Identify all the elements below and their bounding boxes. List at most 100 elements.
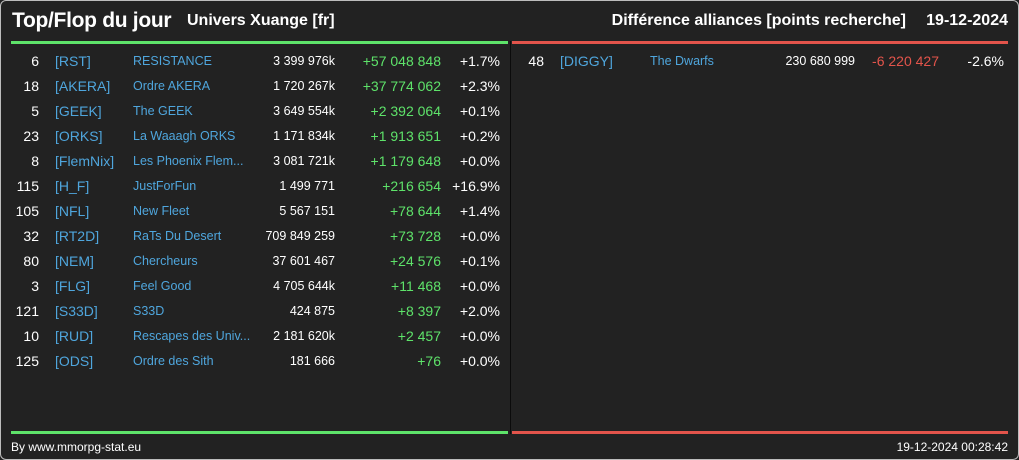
ranking-date: 19-12-2024 (926, 12, 1008, 29)
top-divider-bar (11, 41, 508, 44)
flop-divider-bar (512, 41, 1008, 44)
points-difference: +78 644 (390, 203, 441, 219)
top-alliance-row: 23 [ORKS] La Waaagh ORKS 1 171 834k +1 913 6… (1, 124, 510, 149)
alliance-rank: 32 (23, 228, 39, 244)
top-alliance-row: 6 [RST] RESISTANCE 3 399 976k +57 048 848 +1.… (1, 49, 510, 74)
top-alliance-row: 80 [NEM] Chercheurs 37 601 467 +24 576 +0.1% (1, 249, 510, 274)
alliance-name-link[interactable]: Ordre AKERA (133, 79, 211, 93)
alliance-points: 2 181 620k (273, 329, 335, 343)
percent-change: +1.4% (459, 203, 500, 219)
top-alliance-row: 32 [RT2D] RaTs Du Desert 709 849 259 +73 728… (1, 224, 510, 249)
alliance-points: 37 601 467 (272, 254, 335, 268)
alliance-tag-link[interactable]: [RUD] (55, 328, 94, 344)
alliance-name-link[interactable]: Ordre des Sith (133, 354, 214, 368)
top-alliance-row: 3 [FLG] Feel Good 4 705 644k +11 468 +0.0% (1, 274, 510, 299)
percent-change: +0.0% (459, 153, 500, 169)
alliance-tag-link[interactable]: [ODS] (55, 353, 94, 369)
alliance-rank: 105 (15, 203, 39, 219)
alliance-rank: 8 (31, 153, 39, 169)
percent-change: +0.0% (459, 328, 500, 344)
alliance-name-link[interactable]: JustForFun (133, 179, 197, 193)
top-alliance-row: 125 [ODS] Ordre des Sith 181 666 +76 +0.0% (1, 349, 510, 374)
points-difference: +76 (417, 353, 441, 369)
alliance-tag-link[interactable]: [NFL] (55, 203, 90, 219)
alliance-tag-link[interactable]: [NEM] (55, 253, 94, 269)
source-credit: By www.mmorpg-stat.eu (11, 440, 142, 454)
percent-change: +0.0% (459, 278, 500, 294)
alliance-tag-link[interactable]: [H_F] (55, 178, 90, 194)
alliance-points: 1 171 834k (273, 129, 335, 143)
alliance-name-link[interactable]: S33D (133, 304, 165, 318)
alliance-name-link[interactable]: Feel Good (133, 279, 192, 293)
points-difference: +1 913 651 (370, 128, 441, 144)
top-alliance-row: 121 [S33D] S33D 424 875 +8 397 +2.0% (1, 299, 510, 324)
top-alliance-row: 8 [FlemNix] Les Phoenix Flem... 3 081 721k +… (1, 149, 510, 174)
alliance-name-link[interactable]: Rescapes des Univ... (133, 329, 251, 343)
alliance-name-link[interactable]: The Dwarfs (650, 54, 714, 68)
alliance-name-link[interactable]: La Waaagh ORKS (133, 129, 236, 143)
alliance-name-link[interactable]: Chercheurs (133, 254, 198, 268)
points-difference: +1 179 648 (370, 153, 441, 169)
percent-change: +0.0% (459, 353, 500, 369)
top-gainers-panel: 6 [RST] RESISTANCE 3 399 976k +57 048 848 +1.… (1, 49, 510, 374)
alliance-rank: 10 (23, 328, 39, 344)
alliance-tag-link[interactable]: [FlemNix] (55, 153, 115, 169)
percent-change: +16.9% (452, 178, 500, 194)
top-alliance-row: 105 [NFL] New Fleet 5 567 151 +78 644 +1.4% (1, 199, 510, 224)
alliance-rank: 121 (15, 303, 39, 319)
points-difference: +2 392 064 (370, 103, 441, 119)
points-difference: +24 576 (390, 253, 441, 269)
alliance-tag-link[interactable]: [AKERA] (55, 78, 111, 94)
alliance-points: 3 081 721k (273, 154, 335, 168)
percent-change: +2.3% (459, 78, 500, 94)
alliance-tag-link[interactable]: [RT2D] (55, 228, 100, 244)
percent-change: +0.2% (459, 128, 500, 144)
points-difference: +8 397 (397, 303, 441, 319)
percent-change: -2.6% (967, 53, 1004, 69)
points-difference: +11 468 (391, 278, 441, 294)
alliance-rank: 115 (16, 178, 39, 194)
alliance-tag-link[interactable]: [S33D] (55, 303, 98, 319)
points-difference: -6 220 427 (872, 53, 939, 69)
percent-change: +2.0% (459, 303, 500, 319)
alliance-tag-link[interactable]: [RST] (55, 53, 91, 69)
top-alliance-row: 5 [GEEK] The GEEK 3 649 554k +2 392 064 +0.1% (1, 99, 510, 124)
alliance-points: 709 849 259 (265, 229, 335, 243)
percent-change: +0.1% (459, 253, 500, 269)
points-difference: +2 457 (397, 328, 441, 344)
top-alliance-row: 18 [AKERA] Ordre AKERA 1 720 267k +37 774 06… (1, 74, 510, 99)
alliance-rank: 18 (23, 78, 39, 94)
alliance-rank: 80 (23, 253, 39, 269)
alliance-name-link[interactable]: Les Phoenix Flem... (133, 154, 244, 168)
panel-separator (510, 41, 511, 434)
alliance-rank: 3 (31, 278, 39, 294)
generated-timestamp: 19-12-2024 00:28:42 (896, 440, 1008, 454)
alliance-rank: 48 (528, 53, 544, 69)
alliance-points: 230 680 999 (785, 54, 855, 68)
alliance-name-link[interactable]: The GEEK (133, 104, 193, 118)
alliance-points: 1 499 771 (279, 179, 335, 193)
alliance-tag-link[interactable]: [ORKS] (55, 128, 103, 144)
flop-alliance-row: 48 [DIGGY] The Dwarfs 230 680 999 -6 220 427… (512, 49, 1018, 74)
page-title: Top/Flop du jour (12, 9, 172, 32)
points-difference: +73 728 (390, 228, 441, 244)
alliance-tag-link[interactable]: [GEEK] (55, 103, 102, 119)
alliance-name-link[interactable]: RaTs Du Desert (133, 229, 222, 243)
header: Top/Flop du jour Univers Xuange [fr] Dif… (1, 1, 1018, 41)
alliance-name-link[interactable]: New Fleet (133, 204, 190, 218)
top-losers-panel: 48 [DIGGY] The Dwarfs 230 680 999 -6 220 427… (512, 49, 1018, 74)
alliance-tag-link[interactable]: [FLG] (55, 278, 91, 294)
alliance-name-link[interactable]: RESISTANCE (133, 54, 212, 68)
top-bottom-bar (11, 431, 508, 434)
alliance-points: 424 875 (289, 304, 335, 318)
points-difference: +57 048 848 (362, 53, 441, 69)
flop-bottom-bar (512, 431, 1008, 434)
alliance-points: 5 567 151 (279, 204, 335, 218)
top-alliance-row: 10 [RUD] Rescapes des Univ... 2 181 620k +2 … (1, 324, 510, 349)
alliance-tag-link[interactable]: [DIGGY] (560, 53, 613, 69)
alliance-rank: 5 (31, 103, 39, 119)
points-difference: +37 774 062 (362, 78, 441, 94)
points-difference: +216 654 (382, 178, 441, 194)
percent-change: +0.0% (459, 228, 500, 244)
